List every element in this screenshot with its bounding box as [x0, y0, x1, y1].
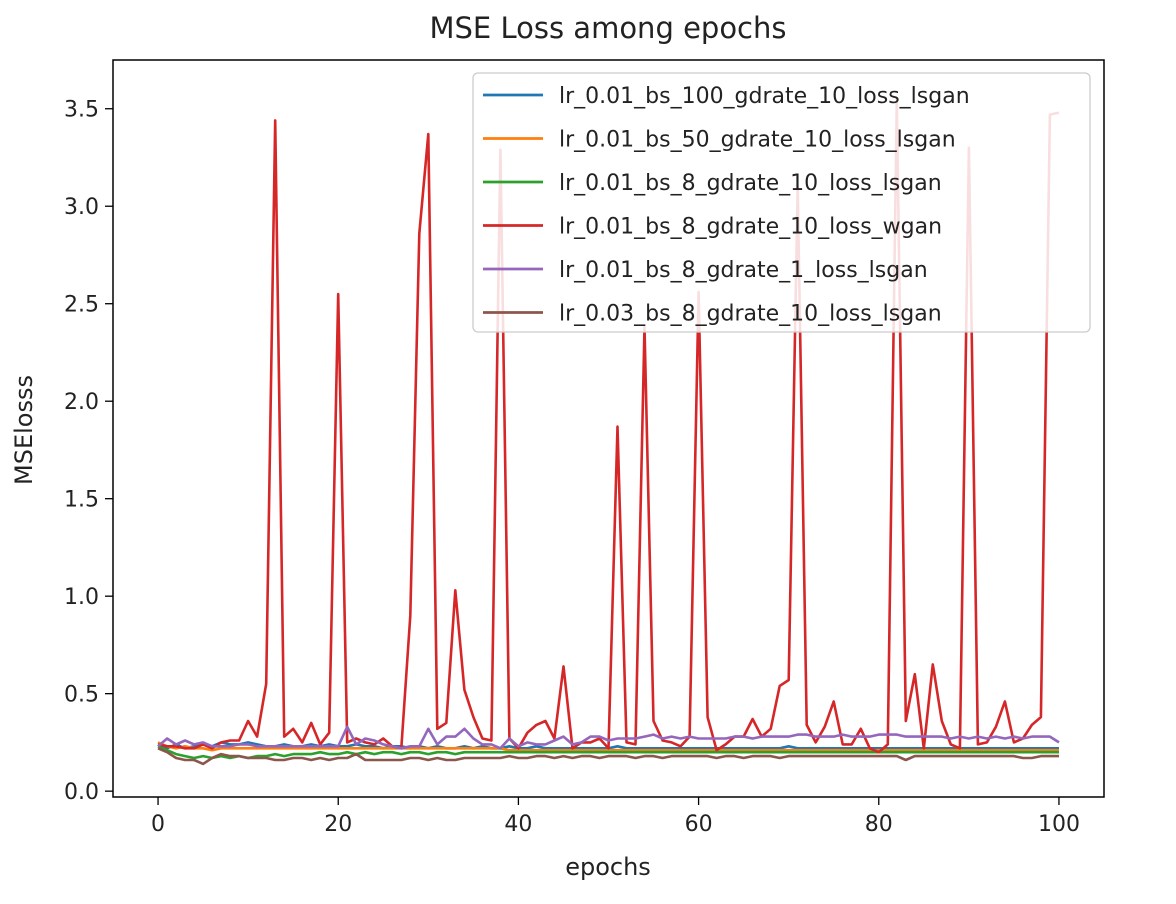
- y-tick-label: 1.0: [64, 585, 99, 610]
- x-tick-label: 100: [1038, 812, 1080, 837]
- x-tick-label: 80: [865, 812, 893, 837]
- series-line-3: [157, 745, 1059, 760]
- x-tick-label: 60: [685, 812, 713, 837]
- y-axis: 0.0 0.5 1.0 1.5 2.0 2.5 3.0 3.5: [64, 98, 113, 805]
- legend-entry-label: lr_0.01_bs_100_gdrate_10_loss_lsgan: [559, 84, 970, 109]
- legend-entry-label: lr_0.03_bs_8_gdrate_10_loss_lsgan: [559, 302, 942, 327]
- series-line-6: [157, 747, 1059, 766]
- series-line-2: [157, 741, 1059, 752]
- legend-entry-label: lr_0.01_bs_8_gdrate_10_loss_wgan: [559, 215, 942, 240]
- y-tick-label: 1.5: [64, 488, 99, 513]
- x-tick-label: 40: [504, 812, 532, 837]
- legend-box: [472, 72, 1091, 333]
- x-axis: 0 20 40 60 80 100: [151, 797, 1080, 837]
- y-tick-label: 2.5: [64, 293, 99, 318]
- y-tick-label: 2.0: [64, 390, 99, 415]
- y-tick-label: 0.0: [64, 780, 99, 805]
- y-tick-label: 3.5: [64, 98, 99, 123]
- x-tick-label: 20: [324, 812, 352, 837]
- legend: lr_0.01_bs_100_gdrate_10_loss_lsgan lr_0.…: [472, 72, 1091, 333]
- y-tick-label: 3.0: [64, 195, 99, 220]
- chart-title: MSE Loss among epochs: [430, 11, 787, 45]
- x-tick-label: 0: [151, 812, 165, 837]
- y-tick-label: 0.5: [64, 683, 99, 708]
- series-lines: [157, 99, 1060, 766]
- legend-entry-label: lr_0.01_bs_8_gdrate_10_loss_lsgan: [559, 171, 942, 196]
- legend-entry-label: lr_0.01_bs_50_gdrate_10_loss_lsgan: [559, 128, 956, 153]
- y-axis-label: MSElosss: [10, 375, 38, 485]
- series-line-5: [157, 725, 1060, 750]
- x-axis-label: epochs: [565, 853, 651, 881]
- legend-entry-label: lr_0.01_bs_8_gdrate_1_loss_lsgan: [559, 258, 928, 283]
- series-line-4: [157, 99, 1060, 754]
